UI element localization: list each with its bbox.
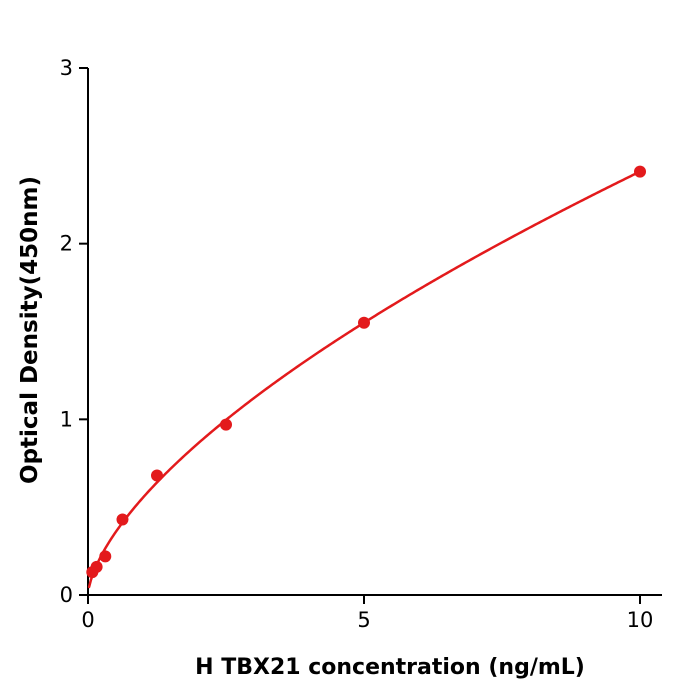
- x-tick-label: 0: [81, 608, 94, 632]
- y-tick-label: 1: [60, 407, 73, 431]
- data-point: [116, 513, 129, 526]
- x-tick-label: 10: [627, 608, 654, 632]
- y-tick-label: 3: [60, 56, 73, 80]
- data-point: [90, 560, 103, 573]
- data-point: [99, 550, 112, 563]
- data-point: [151, 469, 163, 482]
- y-tick-label: 2: [60, 232, 73, 256]
- y-tick-label: 0: [60, 583, 73, 607]
- y-axis-title: Optical Density(450nm): [17, 176, 43, 484]
- data-point: [220, 418, 232, 431]
- data-point: [634, 165, 646, 178]
- x-axis-title: H TBX21 concentration (ng/mL): [195, 655, 585, 680]
- standard-curve-line: [87, 170, 642, 589]
- data-point: [358, 316, 370, 329]
- x-tick-label: 5: [357, 608, 370, 632]
